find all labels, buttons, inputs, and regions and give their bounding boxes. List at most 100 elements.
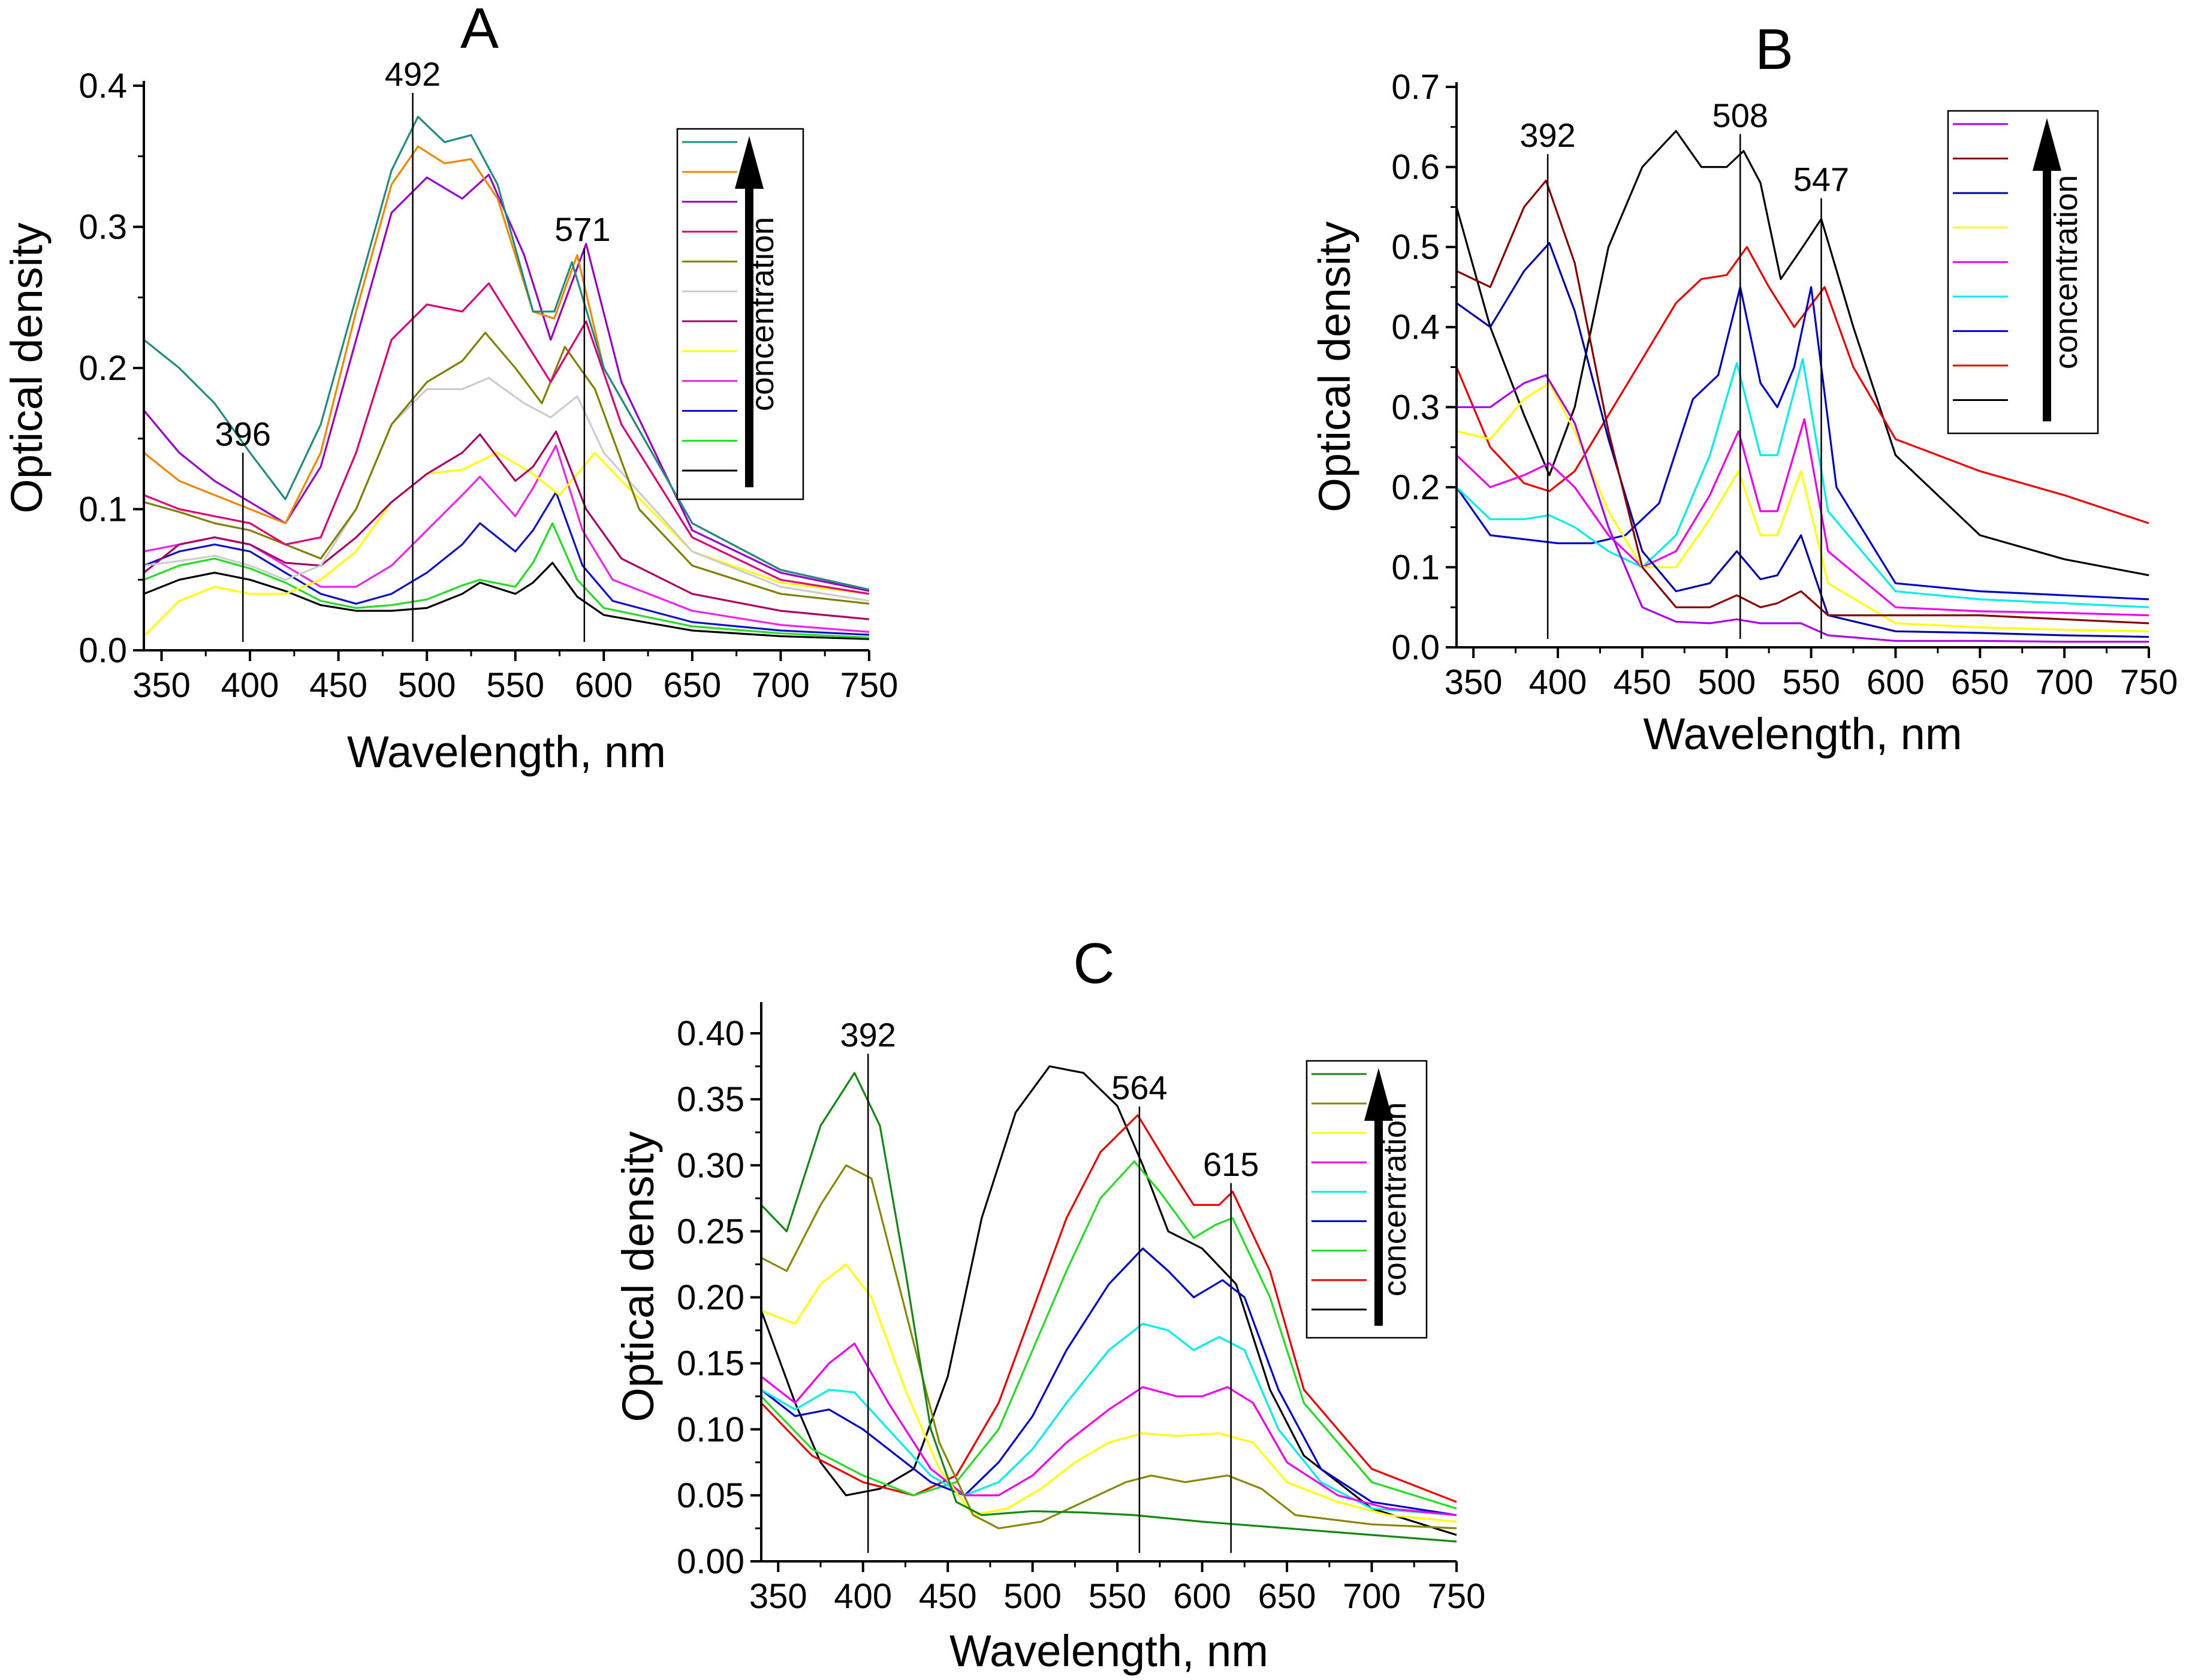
- x-axis-title-b: Wavelength, nm: [1644, 709, 1962, 759]
- x-tick-label-c-0: 350: [749, 1577, 807, 1616]
- y-tick-label-a-4: 0.4: [79, 67, 127, 105]
- panel-a-title: A: [460, 0, 499, 61]
- x-tick-label-a-2: 450: [309, 666, 367, 705]
- series-line-a-9: [143, 282, 870, 595]
- peak-label-a-0: 396: [215, 415, 271, 453]
- concentration-label-a: concentration: [744, 217, 780, 411]
- x-tick-label-b-7: 700: [2036, 663, 2094, 702]
- x-tick-label-b-4: 550: [1782, 663, 1840, 702]
- x-tick-label-c-5: 600: [1173, 1577, 1231, 1616]
- concentration-label-c: concentration: [1377, 1102, 1413, 1296]
- concentration-arrowhead-b: [2033, 118, 2061, 171]
- series-line-c-1: [760, 1065, 1457, 1536]
- series-line-b-2: [1455, 246, 2149, 524]
- x-tick-label-a-8: 750: [840, 666, 898, 705]
- series-line-a-10: [143, 173, 870, 592]
- legend-box-c: [1305, 1060, 1428, 1339]
- y-axis-title-c: Optical density: [613, 1131, 663, 1422]
- y-tick-label-a-0: 0.0: [79, 631, 127, 670]
- x-tick-label-b-8: 750: [2120, 663, 2178, 702]
- x-tick-label-c-1: 400: [834, 1577, 892, 1616]
- peak-label-b-1: 508: [1712, 96, 1768, 134]
- y-tick-label-b-2: 0.2: [1391, 468, 1440, 507]
- x-tick-label-a-3: 500: [398, 666, 456, 705]
- y-tick-label-b-1: 0.1: [1391, 548, 1440, 587]
- y-axis-title-a: Optical density: [2, 222, 52, 513]
- series-line-b-7: [1456, 242, 2149, 638]
- y-tick-label-c-8: 0.40: [677, 1014, 744, 1053]
- peak-label-c-0: 392: [840, 1016, 896, 1054]
- series-line-b-8: [1456, 179, 2149, 625]
- x-tick-label-c-8: 750: [1428, 1577, 1486, 1616]
- x-tick-label-a-1: 400: [221, 666, 279, 705]
- panel-c: C 392 564 615 350 400 450 500 550 600 650 700 750 0.0…: [613, 931, 1485, 1676]
- series-line-b-9: [1457, 374, 2149, 643]
- series-line-a-8: [143, 331, 870, 605]
- panel-c-title: C: [1073, 931, 1114, 996]
- series-line-c-8: [761, 1164, 1457, 1530]
- series-line-c-3: [760, 1160, 1457, 1510]
- series-line-b-5: [1455, 418, 2149, 617]
- y-tick-label-c-2: 0.10: [677, 1410, 744, 1449]
- y-tick-label-b-4: 0.4: [1391, 308, 1440, 347]
- series-line-a-12: [143, 116, 870, 591]
- panel-b: B 392 508 547 350 400 450 500 550 600 650 700 750 0.0…: [1310, 17, 2178, 759]
- y-tick-label-a-3: 0.3: [79, 208, 127, 247]
- x-tick-label-c-6: 650: [1258, 1577, 1316, 1616]
- legend-box-a: [676, 128, 804, 500]
- x-tick-label-b-5: 600: [1867, 663, 1925, 702]
- y-tick-label-c-6: 0.30: [677, 1146, 744, 1185]
- series-line-a-7: [143, 376, 870, 602]
- x-tick-label-b-3: 500: [1697, 663, 1756, 702]
- y-axis-title-b: Optical density: [1310, 221, 1359, 512]
- series-line-c-2: [760, 1114, 1457, 1503]
- panel-a: A 396 492 571 350 400 450 500 550 600 650 700 750 0.0…: [2, 0, 898, 777]
- y-tick-label-b-5: 0.5: [1391, 228, 1440, 267]
- peak-label-a-1: 492: [385, 55, 441, 93]
- peak-label-c-1: 564: [1111, 1069, 1167, 1106]
- y-tick-label-a-2: 0.2: [79, 349, 127, 388]
- x-tick-label-c-3: 500: [1003, 1577, 1062, 1616]
- peak-label-b-2: 547: [1793, 161, 1849, 198]
- series-line-a-2: [143, 522, 870, 639]
- series-line-a-1: [143, 562, 870, 640]
- x-tick-label-a-0: 350: [132, 666, 191, 705]
- y-tick-label-b-6: 0.6: [1391, 148, 1440, 187]
- x-tick-label-b-6: 650: [1951, 663, 2009, 702]
- x-tick-label-a-4: 550: [486, 666, 544, 705]
- concentration-arrowhead-a: [735, 136, 764, 189]
- concentration-label-b: concentration: [2048, 175, 2084, 369]
- series-line-b-4: [1455, 358, 2149, 608]
- x-axis-title-a: Wavelength, nm: [347, 727, 666, 777]
- x-tick-label-b-1: 400: [1529, 663, 1587, 702]
- y-tick-label-a-1: 0.1: [79, 490, 127, 529]
- panel-b-title: B: [1755, 17, 1793, 82]
- series-line-c-9: [760, 1072, 1457, 1543]
- x-tick-label-c-2: 450: [919, 1577, 977, 1616]
- x-tick-label-b-2: 450: [1613, 663, 1671, 702]
- x-tick-label-a-5: 600: [575, 666, 633, 705]
- y-tick-label-c-0: 0.00: [677, 1542, 744, 1581]
- y-tick-label-b-3: 0.3: [1391, 388, 1440, 427]
- concentration-arrowhead-c: [1364, 1068, 1393, 1121]
- peak-label-a-2: 571: [554, 210, 610, 248]
- series-line-b-6: [1456, 382, 2149, 632]
- series-line-a-6: [143, 430, 870, 620]
- peak-label-c-2: 615: [1203, 1145, 1259, 1183]
- x-tick-label-a-7: 700: [752, 666, 810, 705]
- y-tick-label-c-7: 0.35: [677, 1080, 744, 1119]
- series-line-c-7: [761, 1263, 1457, 1523]
- series-line-c-5: [761, 1323, 1457, 1516]
- y-tick-label-c-3: 0.15: [677, 1344, 744, 1383]
- x-axis-title-c: Wavelength, nm: [949, 1626, 1268, 1676]
- peak-label-b-0: 392: [1519, 116, 1575, 154]
- x-tick-label-b-0: 350: [1445, 663, 1503, 702]
- series-line-a-3: [143, 491, 870, 636]
- y-tick-label-c-4: 0.20: [677, 1278, 744, 1317]
- y-tick-label-b-0: 0.0: [1391, 628, 1440, 667]
- y-tick-label-c-5: 0.25: [677, 1212, 744, 1251]
- series-line-c-6: [761, 1343, 1457, 1516]
- x-tick-label-c-4: 550: [1089, 1577, 1147, 1616]
- legend-box-b: [1947, 110, 2099, 435]
